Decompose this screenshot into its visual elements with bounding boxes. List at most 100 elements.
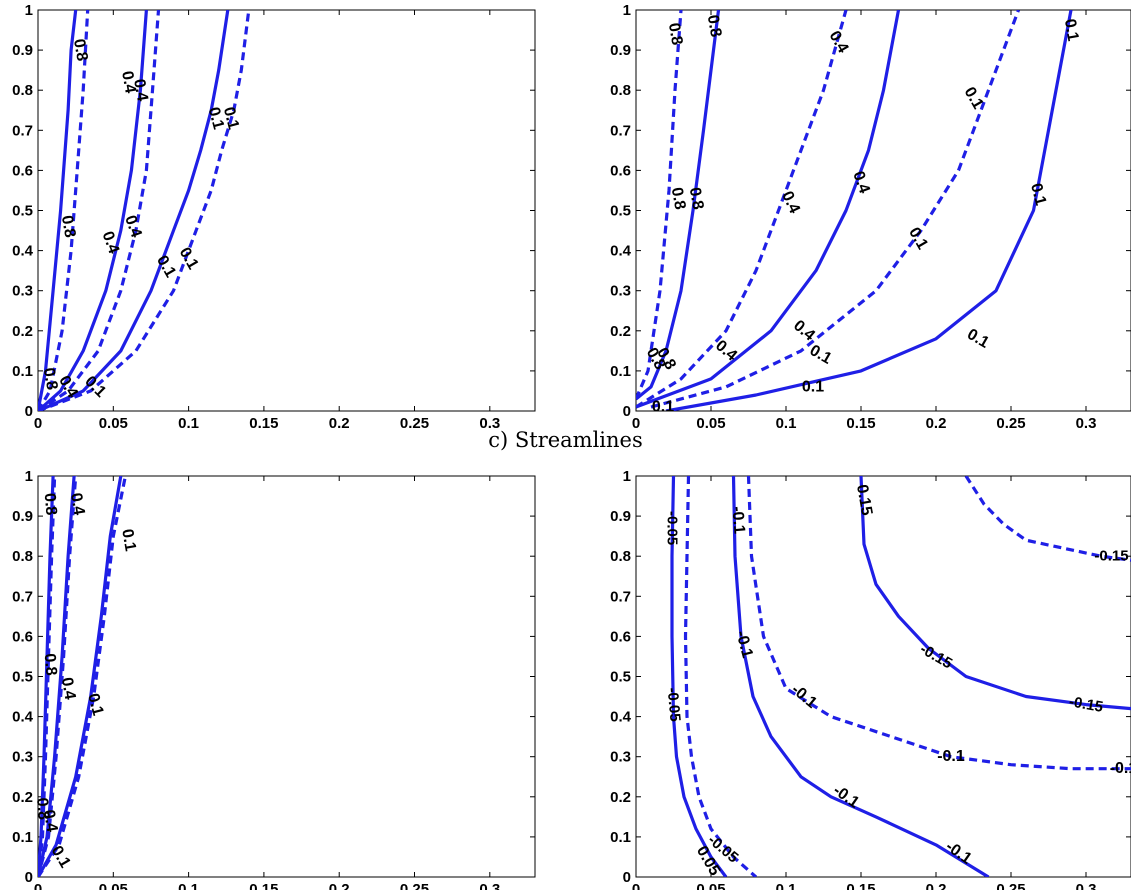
y-tick-label: 0.4 (610, 709, 632, 726)
y-tick-label: 0.2 (610, 789, 631, 806)
x-tick-label: 0.2 (329, 415, 350, 432)
y-tick-label: 0.5 (610, 669, 631, 686)
y-tick-label: 0.2 (12, 323, 33, 340)
y-tick-label: 0.8 (12, 82, 33, 99)
plot-frame (37, 475, 536, 878)
x-tick-label: 0.1 (776, 881, 797, 890)
y-tick-label: 0.6 (610, 628, 631, 645)
contour-line-dashed (636, 10, 848, 409)
y-tick-label: 0.5 (12, 669, 33, 686)
y-tick-label: 0.3 (610, 283, 631, 300)
contour-label: 0.8 (686, 186, 707, 211)
y-tick-label: 0 (623, 403, 631, 420)
contour-line-solid (859, 476, 1131, 711)
contour-label: 0.8 (665, 22, 686, 47)
y-tick-label: 0.9 (12, 508, 33, 525)
y-tick-label: 0.1 (12, 363, 33, 380)
contour-label: 0.4 (121, 213, 145, 240)
x-tick-label: 0.25 (400, 415, 429, 432)
contour-label: 0.4 (118, 70, 139, 95)
contour-label: 0.8 (70, 38, 91, 63)
y-tick-label: 0.7 (610, 122, 631, 139)
y-tick-label: 1 (25, 468, 33, 485)
x-tick-label: 0.15 (846, 415, 875, 432)
x-tick-label: 0.2 (926, 415, 947, 432)
panel-top-left: 0 0.05 0.1 0.15 0.2 0.25 0.3 0 0.1 0.2 0.3 0.4 0.5 0.… (12, 2, 536, 432)
y-tick-label: 0 (623, 869, 631, 886)
x-tick-label: 0.05 (696, 415, 725, 432)
x-tick-label: 0 (632, 881, 640, 890)
contour-label: 0.4 (99, 229, 123, 256)
contour-label: 0.1 (220, 105, 242, 131)
x-tick-label: 0 (632, 415, 640, 432)
contour-label: 0.15 (853, 483, 875, 517)
contour-label: 0.1 (802, 378, 824, 395)
y-tick-label: 0.2 (610, 323, 631, 340)
contour-label: 0.8 (33, 797, 52, 821)
x-tick-label: 0.2 (329, 881, 350, 890)
plot-frame (635, 475, 1131, 878)
x-tick-label: 0 (34, 881, 42, 890)
x-tick-label: 0.3 (479, 415, 500, 432)
y-tick-label: 0.8 (12, 548, 33, 565)
contour-label: -0.1 (732, 629, 756, 660)
contour-label: -0.1 (728, 506, 747, 535)
contour-label: 0.4 (67, 492, 88, 517)
x-tick-label: 0.3 (1076, 881, 1097, 890)
contour-line-dashed (38, 10, 161, 411)
contour-line-dashed (38, 476, 127, 877)
x-tick-label: 0.25 (400, 881, 429, 890)
contour-label: 0.1 (1027, 182, 1049, 208)
y-tick-label: 0.8 (610, 548, 631, 565)
contour-label: -0.05 (663, 511, 680, 545)
contour-line-solid (731, 476, 990, 877)
contour-label: 0.1 (652, 398, 674, 415)
y-tick-label: 0.9 (12, 42, 33, 59)
x-tick-label: 0.1 (178, 415, 199, 432)
y-tick-label: 0.6 (12, 162, 33, 179)
plot-frame (635, 9, 1131, 412)
y-tick-label: 0.7 (610, 588, 631, 605)
panel-bottom-left: 0 0.05 0.1 0.15 0.2 0.25 0.3 0 0.1 0.2 0.3 0.4 0.5 0.… (12, 468, 536, 890)
contour-line-dashed (746, 476, 1131, 771)
y-tick-label: 0.4 (610, 243, 632, 260)
contour-label: 0.4 (130, 78, 151, 103)
x-tick-label: 0.25 (996, 415, 1025, 432)
contour-line-dashed (683, 476, 758, 877)
contour-label: -0.1 (937, 748, 965, 765)
contour-label: 0.8 (40, 367, 61, 392)
contour-label: -0.15 (1068, 693, 1105, 716)
contour-label: 0.1 (118, 528, 139, 553)
y-tick-label: 0.5 (12, 203, 33, 220)
x-tick-label: 0.15 (846, 881, 875, 890)
x-tick-label: 0.05 (696, 881, 725, 890)
contour-line-solid (636, 10, 721, 401)
y-tick-label: 0.3 (610, 749, 631, 766)
y-tick-label: 0 (25, 403, 33, 420)
contour-label: 0.4 (58, 676, 79, 701)
y-tick-label: 0.9 (610, 42, 631, 59)
contour-label: -0.05 (664, 687, 684, 723)
y-tick-label: 0.8 (610, 82, 631, 99)
contour-label: 0.8 (58, 214, 79, 239)
contour-line-solid (670, 476, 728, 877)
contour-line-dashed (964, 476, 1131, 562)
y-tick-label: 0.4 (12, 709, 34, 726)
y-tick-label: 0.7 (12, 588, 33, 605)
contour-label: 0.8 (704, 14, 725, 39)
x-tick-label: 0.1 (776, 415, 797, 432)
contour-line-dashed (38, 10, 90, 411)
y-tick-label: 0.5 (610, 203, 631, 220)
contour-label: -0.15 (1094, 548, 1128, 565)
y-tick-label: 0 (25, 869, 33, 886)
x-tick-label: 0.15 (249, 881, 278, 890)
y-tick-label: 0.4 (12, 243, 34, 260)
y-tick-label: 0.6 (610, 162, 631, 179)
contour-line-solid (636, 10, 901, 409)
y-tick-label: 0.3 (12, 749, 33, 766)
y-tick-label: 0.9 (610, 508, 631, 525)
x-tick-label: 0.3 (479, 881, 500, 890)
plot-frame (37, 9, 536, 412)
contour-line-solid (38, 10, 230, 411)
